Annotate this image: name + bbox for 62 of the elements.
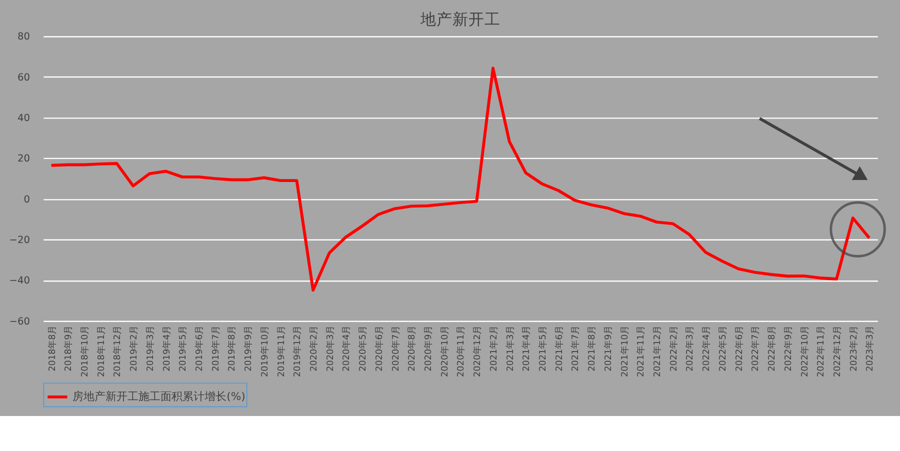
y-tick-label: 0 xyxy=(24,194,30,206)
x-tick-label: 2019年11月 xyxy=(276,325,287,377)
x-tick-label: 2022年2月 xyxy=(668,325,680,372)
x-tick-label: 2019年6月 xyxy=(194,325,206,372)
x-tick-label: 2018年9月 xyxy=(63,325,74,372)
x-tick-label: 2022年11月 xyxy=(816,325,827,377)
x-tick-label: 2020年10月 xyxy=(439,325,450,377)
x-tick-label: 2020年6月 xyxy=(374,325,385,372)
x-tick-label: 2019年12月 xyxy=(292,325,304,377)
y-tick-label: 60 xyxy=(17,72,30,84)
x-tick-label: 2018年12月 xyxy=(112,325,124,377)
x-tick-label: 2019年7月 xyxy=(210,325,222,372)
y-tick-label: 20 xyxy=(17,154,30,165)
x-tick-label: 2022年3月 xyxy=(684,325,696,372)
x-tick-label: 2020年8月 xyxy=(406,325,418,372)
y-tick-label: −60 xyxy=(9,316,30,328)
x-tick-label: 2020年2月 xyxy=(308,325,320,372)
x-tick-label: 2022年4月 xyxy=(701,325,712,372)
x-tick-label: 2021年11月 xyxy=(636,325,647,377)
x-tick-label: 2019年5月 xyxy=(178,325,189,372)
x-tick-label: 2022年12月 xyxy=(832,325,843,377)
x-tick-label: 2022年8月 xyxy=(766,325,778,372)
x-tick-label: 2020年12月 xyxy=(472,325,484,377)
x-tick-label: 2021年12月 xyxy=(652,325,664,377)
x-tick-label: 2020年7月 xyxy=(390,325,402,372)
line-series xyxy=(50,66,871,292)
y-tick-label: 80 xyxy=(17,32,30,43)
x-tick-label: 2021年10月 xyxy=(619,325,630,377)
x-tick-label: 2022年6月 xyxy=(734,325,745,372)
x-tick-label: 2018年8月 xyxy=(46,325,58,372)
x-tick-label: 2020年4月 xyxy=(341,325,352,372)
x-tick-label: 2019年8月 xyxy=(226,325,238,372)
x-tick-label: 2022年7月 xyxy=(750,325,762,372)
x-tick-label: 2023年3月 xyxy=(864,325,876,372)
x-tick-label: 2021年5月 xyxy=(538,325,549,372)
x-tick-label: 2021年3月 xyxy=(504,325,516,372)
x-tick-label: 2021年4月 xyxy=(521,325,532,372)
x-tick-label: 2021年6月 xyxy=(554,325,565,372)
x-tick-label: 2020年11月 xyxy=(456,325,467,377)
x-tick-label: 2019年4月 xyxy=(161,325,172,372)
legend-label: 房地产新开工施工面积累计增长(%) xyxy=(72,390,246,403)
y-tick-label: 40 xyxy=(17,113,30,124)
x-tick-label: 2019年10月 xyxy=(259,325,270,377)
x-tick-label: 2019年9月 xyxy=(243,325,254,372)
x-tick-label: 2018年11月 xyxy=(96,325,107,377)
x-tick-label: 2021年8月 xyxy=(586,325,598,372)
y-tick-label: −20 xyxy=(9,234,30,246)
x-tick-label: 2019年2月 xyxy=(128,325,140,372)
x-tick-label: 2021年7月 xyxy=(570,325,582,372)
x-tick-label: 2022年10月 xyxy=(799,325,810,377)
x-tick-label: 2021年2月 xyxy=(488,325,500,372)
x-tick-label: 2021年9月 xyxy=(602,325,614,372)
x-tick-label: 2022年5月 xyxy=(717,325,728,372)
x-tick-label: 2022年9月 xyxy=(782,325,794,372)
x-tick-label: 2020年3月 xyxy=(324,325,336,372)
chart-title: 地产新开工 xyxy=(419,9,500,28)
x-tick-label: 2023年2月 xyxy=(848,325,860,372)
x-tick-label: 2018年10月 xyxy=(80,325,91,377)
x-tick-label: 2020年9月 xyxy=(423,325,434,372)
x-tick-label: 2020年5月 xyxy=(358,325,369,372)
x-tick-label: 2019年3月 xyxy=(144,325,156,372)
y-tick-label: −40 xyxy=(9,276,30,287)
